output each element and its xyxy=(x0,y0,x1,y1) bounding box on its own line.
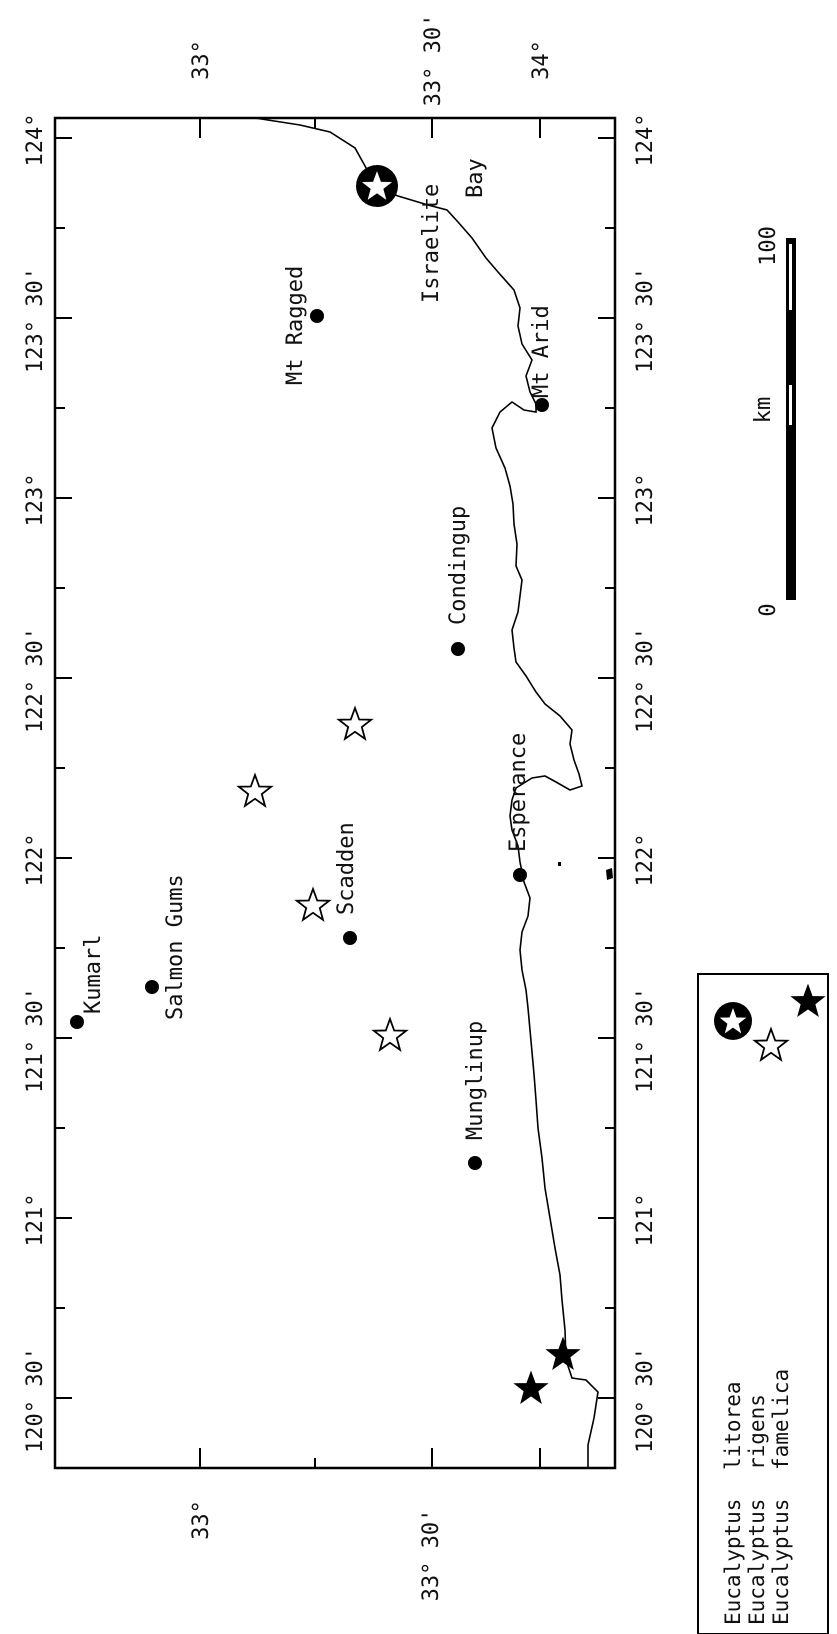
place-label: Israelite xyxy=(419,184,444,303)
left-tick-label: 120° 30' xyxy=(23,1347,48,1453)
right-tick-label: 120° 30' xyxy=(633,1347,658,1453)
place-munglinup: Munglinup xyxy=(463,1021,488,1170)
legend-circled-star-icon xyxy=(714,1002,752,1040)
right-tick-label: 123° 30' xyxy=(633,267,658,373)
island xyxy=(558,862,561,866)
scale-unit-label: km xyxy=(751,397,776,424)
place-label: Condingup xyxy=(446,506,471,625)
legend-filled-star-icon xyxy=(791,984,825,1017)
left-tick-label: 121° 30' xyxy=(23,987,48,1093)
right-tick-label: 123° xyxy=(633,474,658,527)
place-label: Bay xyxy=(463,158,488,198)
place-label: Mt Arid xyxy=(529,305,554,398)
place-salmon-gums: Salmon Gums xyxy=(145,874,188,1020)
place-label: Salmon Gums xyxy=(163,874,188,1020)
eucalyptus-famelica-marker xyxy=(546,1337,580,1370)
place-label: Munglinup xyxy=(463,1021,488,1140)
coastline xyxy=(254,117,599,1468)
scale-end-label: 100 xyxy=(756,226,781,266)
legend-species: famelica xyxy=(769,1369,793,1470)
left-tick-label: 122° 30' xyxy=(23,627,48,733)
place-label: Kumarl xyxy=(81,935,106,1014)
legend-open-star-icon xyxy=(753,1028,789,1061)
eucalyptus-famelica-marker xyxy=(514,1371,548,1404)
eucalyptus-rigens-marker xyxy=(237,774,273,807)
eucalyptus-rigens-marker xyxy=(337,707,373,740)
right-tick-label: 124° xyxy=(633,114,658,167)
legend-genus: Eucalyptus xyxy=(769,1499,793,1625)
legend-genus: Eucalyptus xyxy=(745,1499,769,1625)
legend-species: rigens xyxy=(745,1394,769,1470)
place-scadden: Scadden xyxy=(334,822,359,945)
place-label: Scadden xyxy=(334,822,359,915)
left-tick-label: 124° xyxy=(23,114,48,167)
place-label: Esperance xyxy=(506,733,531,852)
legend: Eucalyptus litorea Eucalyptus rigens Euc… xyxy=(697,973,829,1634)
longitude-labels-left: 120° 30' 121° 121° 30' 122° 122° 30' 123… xyxy=(23,114,48,1453)
right-tick-label: 121° xyxy=(633,1194,658,1247)
place-condingup: Condingup xyxy=(446,506,471,656)
longitude-ticks xyxy=(55,137,615,1399)
left-tick-label: 123° 30' xyxy=(23,267,48,373)
top-tick-label: 34° xyxy=(529,40,554,80)
legend-species: litorea xyxy=(721,1381,745,1470)
left-tick-label: 121° xyxy=(23,1194,48,1247)
left-tick-label: 122° xyxy=(23,834,48,887)
right-tick-label: 121° 30' xyxy=(633,987,658,1093)
place-mt-ragged: Mt Ragged xyxy=(283,266,324,385)
place-israelite-bay: Israelite Bay xyxy=(419,158,488,303)
island xyxy=(606,868,613,880)
right-tick-label: 122° xyxy=(633,834,658,887)
scale-bar: 0 100 km xyxy=(751,226,796,617)
place-label: Mt Ragged xyxy=(283,266,308,385)
latitude-ticks xyxy=(199,118,541,1468)
latitude-labels: 33° 33° 30' 34° 33° 33° 30' xyxy=(189,14,554,1602)
place-kumarl: Kumarl xyxy=(70,935,106,1029)
right-tick-label: 122° 30' xyxy=(633,627,658,733)
bottom-tick-label: 33° 30' xyxy=(419,1509,444,1602)
map-frame xyxy=(53,116,617,1470)
left-tick-label: 123° xyxy=(23,474,48,527)
place-mt-arid: Mt Arid xyxy=(529,305,554,412)
place-esperance: Esperance xyxy=(506,733,531,882)
eucalyptus-rigens-marker xyxy=(295,888,331,921)
top-tick-label: 33° 30' xyxy=(421,14,446,107)
eucalyptus-rigens-marker xyxy=(372,1018,408,1051)
bottom-tick-label: 33° xyxy=(189,1500,214,1540)
longitude-labels-right: 120° 30' 121° 121° 30' 122° 122° 30' 123… xyxy=(633,114,658,1453)
legend-genus: Eucalyptus xyxy=(721,1499,745,1625)
eucalyptus-litorea-marker xyxy=(356,165,398,207)
scale-start-label: 0 xyxy=(756,603,781,616)
top-tick-label: 33° xyxy=(189,40,214,80)
